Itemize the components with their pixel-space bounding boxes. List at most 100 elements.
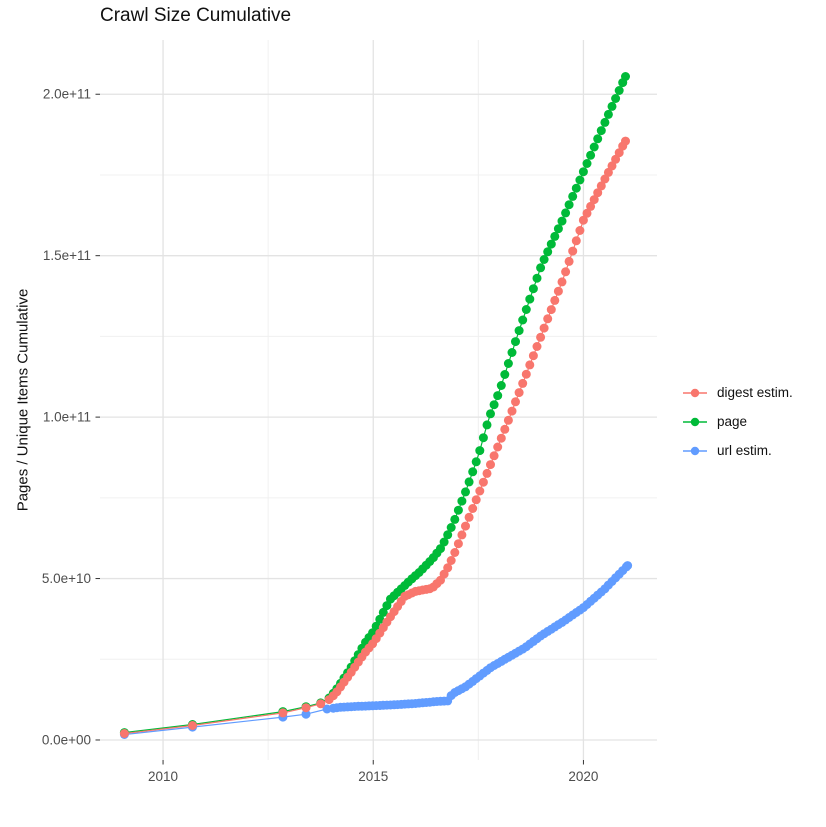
data-point — [511, 397, 520, 407]
data-point — [461, 487, 470, 497]
data-point — [496, 433, 506, 443]
legend-label: page — [717, 414, 748, 429]
data-point — [550, 295, 560, 305]
data-point — [525, 360, 535, 370]
data-point — [486, 409, 495, 419]
y-tick-label: 5.0e+10 — [42, 571, 91, 586]
data-point — [528, 351, 538, 361]
data-point — [475, 446, 485, 456]
y-tick-label: 1.0e+11 — [43, 410, 91, 425]
data-point — [511, 337, 520, 347]
data-point — [561, 267, 571, 277]
data-point — [443, 563, 453, 573]
data-point — [575, 175, 585, 185]
data-point — [493, 391, 503, 401]
data-point — [553, 224, 563, 234]
data-point — [586, 150, 596, 160]
data-point — [375, 614, 385, 624]
data-point — [611, 154, 621, 164]
data-point — [457, 530, 467, 540]
data-point — [600, 174, 610, 184]
data-point — [301, 709, 311, 719]
data-point — [503, 415, 513, 425]
legend-key-url-icon — [683, 446, 707, 455]
data-point — [623, 561, 633, 571]
x-tick-label: 2015 — [358, 769, 388, 784]
data-point — [543, 247, 553, 257]
data-point — [450, 514, 460, 524]
legend-label: url estim. — [717, 443, 772, 458]
data-point — [521, 305, 531, 314]
data-point — [614, 86, 624, 95]
data-point — [507, 348, 517, 357]
data-point — [493, 442, 503, 452]
data-point — [514, 326, 524, 336]
data-point — [468, 467, 478, 477]
series-url-estim — [119, 561, 633, 739]
legend-key-page-icon — [683, 417, 707, 426]
data-point — [582, 159, 592, 168]
data-point — [500, 370, 510, 379]
data-point — [571, 183, 581, 193]
data-point — [486, 460, 495, 470]
data-point — [371, 621, 381, 631]
data-point — [553, 286, 563, 296]
data-point — [589, 195, 599, 205]
data-point — [518, 378, 528, 388]
data-point — [507, 406, 517, 416]
data-point — [539, 255, 549, 264]
data-point — [453, 539, 463, 549]
data-point — [521, 369, 531, 379]
data-point — [489, 400, 499, 410]
data-point — [546, 305, 556, 315]
data-point — [464, 477, 474, 487]
data-point — [446, 556, 456, 565]
data-point — [278, 708, 288, 718]
y-tick-label: 0.0e+00 — [42, 732, 91, 747]
legend-label: digest estim. — [717, 385, 793, 400]
data-point — [568, 246, 578, 256]
data-point — [471, 495, 481, 505]
x-tick-label: 2020 — [568, 769, 598, 784]
data-point — [478, 477, 488, 487]
data-point — [478, 433, 488, 443]
data-point — [436, 544, 445, 554]
data-point — [578, 215, 588, 225]
data-point — [453, 505, 463, 515]
data-point — [546, 239, 556, 249]
data-point — [482, 420, 492, 430]
data-point — [500, 424, 510, 434]
data-point — [518, 315, 528, 325]
data-point — [614, 148, 624, 158]
data-point — [536, 263, 546, 273]
data-point — [439, 537, 449, 547]
data-point — [600, 117, 610, 127]
data-point — [607, 101, 617, 111]
y-tick-label: 2.0e+11 — [43, 87, 91, 102]
data-point — [503, 359, 513, 368]
x-tick-label: 2010 — [148, 769, 178, 784]
legend-key-digest-icon — [683, 388, 707, 397]
data-point — [582, 208, 592, 218]
data-point — [621, 136, 630, 146]
data-point — [301, 703, 311, 713]
data-point — [593, 188, 603, 198]
data-point — [550, 231, 560, 241]
data-point — [119, 729, 129, 738]
data-point — [586, 201, 596, 211]
data-point — [528, 284, 538, 294]
data-point — [561, 208, 571, 218]
data-point — [603, 109, 613, 119]
data-point — [450, 548, 460, 557]
data-point — [532, 342, 542, 351]
data-point — [578, 167, 588, 177]
data-point — [568, 191, 578, 201]
data-point — [461, 521, 470, 531]
data-point — [443, 530, 453, 540]
legend-item-url-estim: url estim. — [682, 436, 793, 465]
data-point — [575, 226, 585, 235]
data-point — [539, 323, 549, 333]
data-point — [188, 721, 197, 730]
data-point — [589, 142, 599, 152]
